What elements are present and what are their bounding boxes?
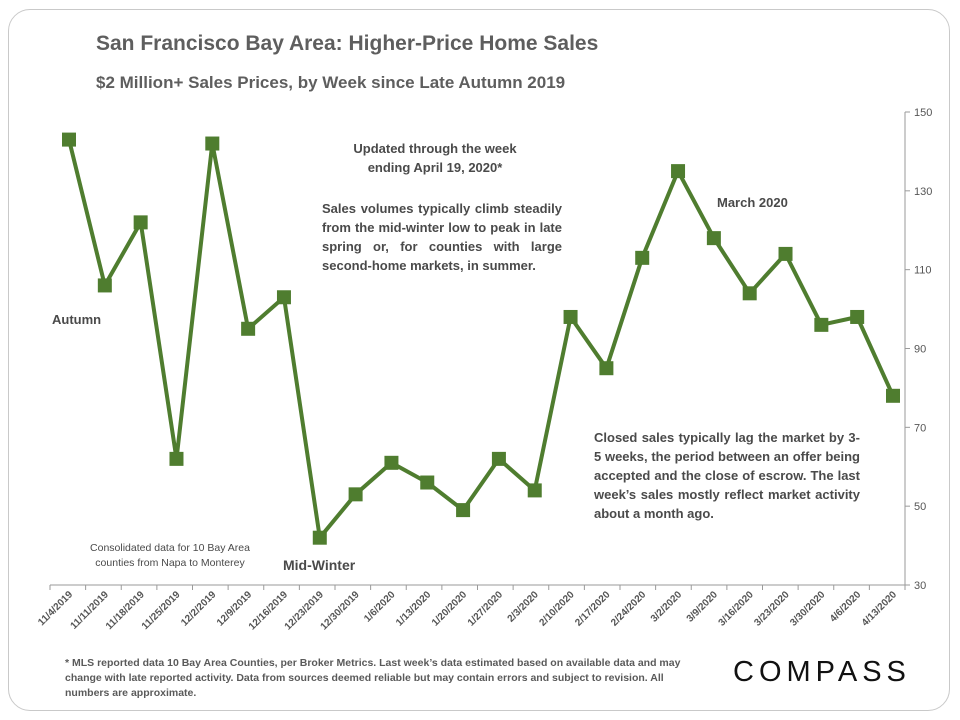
consolidated-note: Consolidated data for 10 Bay Area counti… — [90, 542, 250, 569]
x-tick-label: 12/30/2019 — [319, 589, 362, 632]
x-tick-label: 3/9/2020 — [685, 589, 721, 625]
updated-note-line2: ending April 19, 2020* — [367, 160, 503, 175]
y-tick-labels: 30 50 70 90 110 130 150 — [914, 107, 932, 592]
data-point — [62, 132, 76, 147]
x-tick-label: 4/13/2020 — [860, 589, 900, 629]
data-point — [241, 321, 256, 336]
march-label: March 2020 — [717, 195, 788, 210]
data-point — [814, 317, 829, 332]
data-point — [671, 164, 686, 179]
y-tick-label: 130 — [914, 186, 932, 198]
data-point — [205, 136, 220, 151]
sales-volumes-note: Sales volumes typically climb steadily f… — [322, 201, 562, 273]
x-tick-label: 3/16/2020 — [717, 589, 757, 629]
x-tick-label: 3/30/2020 — [788, 589, 828, 629]
x-tick-label: 4/6/2020 — [828, 589, 864, 625]
chart-subtitle: $2 Million+ Sales Prices, by Week since … — [96, 73, 566, 92]
data-point — [348, 487, 363, 502]
y-tick-label: 50 — [914, 501, 926, 513]
y-tick-label: 90 — [914, 344, 926, 356]
x-tick-label: 3/2/2020 — [649, 589, 685, 625]
data-point — [850, 309, 865, 324]
x-tick-label: 12/2/2019 — [179, 589, 219, 629]
chart-title: San Francisco Bay Area: Higher-Price Hom… — [96, 32, 599, 55]
data-point — [491, 451, 506, 466]
x-tick-label: 2/3/2020 — [506, 589, 542, 625]
data-point — [384, 455, 399, 470]
series-markers — [62, 132, 900, 545]
data-point — [706, 231, 721, 246]
data-point — [97, 278, 112, 293]
x-tick-label: 2/24/2020 — [609, 589, 649, 629]
data-point — [133, 215, 148, 230]
slide-frame — [8, 9, 950, 711]
x-tick-label: 3/23/2020 — [752, 589, 792, 629]
data-point — [456, 503, 471, 518]
data-point — [169, 451, 184, 466]
x-tick-label: 1/27/2020 — [466, 589, 506, 629]
footnote: * MLS reported data 10 Bay Area Counties… — [65, 657, 681, 699]
x-tick-labels: 11/4/201911/11/201911/18/201911/25/20191… — [36, 589, 899, 632]
y-tick-label: 110 — [914, 265, 932, 277]
mid-winter-label: Mid-Winter — [283, 557, 356, 573]
x-tick-label: 11/25/2019 — [140, 589, 183, 632]
y-tick-label: 70 — [914, 422, 926, 434]
y-tick-label: 150 — [914, 107, 932, 119]
updated-note-line1: Updated through the week — [353, 141, 517, 156]
data-point — [635, 250, 650, 265]
x-tick-label: 2/10/2020 — [537, 589, 577, 629]
x-tick-label: 2/17/2020 — [573, 589, 613, 629]
axes — [49, 111, 910, 590]
x-tick-label: 1/20/2020 — [430, 589, 470, 629]
data-point — [742, 286, 757, 301]
data-point — [527, 483, 542, 498]
closed-sales-note: Closed sales typically lag the market by… — [594, 430, 860, 521]
y-tick-label: 30 — [914, 580, 926, 592]
data-point — [276, 290, 291, 305]
data-point — [778, 246, 793, 261]
x-tick-label: 1/13/2020 — [394, 589, 434, 629]
data-point — [563, 309, 578, 324]
autumn-label: Autumn — [52, 312, 102, 327]
data-point — [599, 361, 614, 376]
data-point — [886, 388, 900, 403]
data-point — [420, 475, 435, 490]
data-point — [312, 530, 327, 545]
compass-logo: COMPASS — [733, 656, 911, 688]
x-tick-label: 1/6/2020 — [362, 589, 398, 625]
updated-note: Updated through the week ending April 19… — [330, 139, 540, 177]
